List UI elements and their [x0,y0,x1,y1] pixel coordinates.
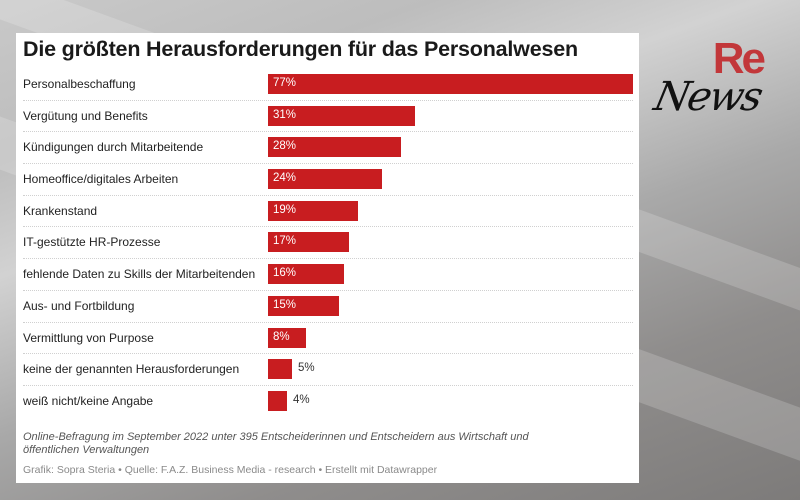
category-label: Krankenstand [23,203,98,218]
value-label: 15% [273,298,297,311]
bar: 24% [268,169,382,190]
bar: 8% [268,327,306,348]
chart-byline: Grafik: Sopra Steria • Quelle: F.A.Z. Bu… [23,464,438,476]
value-label: 31% [273,108,297,121]
bar: 28% [268,137,401,158]
bar: 15% [268,295,339,316]
bar: 77% [268,74,633,94]
bar: 31% [268,105,415,126]
chart-note: Online-Befragung im September 2022 unter… [23,431,529,456]
value-label: 5% [298,362,315,375]
bar-row: weiß nicht/keine Angabe 4% [23,386,633,418]
category-label: weiß nicht/keine Angabe [23,393,154,408]
value-label: 8% [273,330,290,343]
value-label: 28% [273,140,297,153]
bar-row: fehlende Daten zu Skills der Mitarbeiten… [23,259,633,291]
category-label: IT-gestützte HR-Prozesse [23,235,161,250]
bar-row: Vermittlung von Purpose 8% [23,323,633,355]
chart-title: Die größten Herausforderungen für das Pe… [23,37,578,61]
bar-row: Vergütung und Benefits 31% [23,101,633,133]
chart-card: Die größten Herausforderungen für das Pe… [16,33,639,483]
bar: 17% [268,232,349,253]
bar-row: Kündigungen durch Mitarbeitende 28% [23,132,633,165]
bar [268,390,287,411]
bar: 16% [268,264,344,285]
category-label: Vergütung und Benefits [23,108,148,123]
category-label: Vermittlung von Purpose [23,330,154,345]
bar-row: Krankenstand 19% [23,196,633,228]
category-label: Aus- und Fortbildung [23,298,135,313]
bar-chart: Personalbeschaffung 77% Vergütung und Bene… [23,69,633,418]
bar-row: Personalbeschaffung 77% [23,69,633,101]
value-label: 77% [273,77,297,89]
bar-row: Homeoffice/digitales Arbeiten 24% [23,164,633,196]
category-label: Personalbeschaffung [23,77,136,91]
category-label: Kündigungen durch Mitarbeitende [23,140,204,155]
renews-logo: Re News [650,28,775,128]
category-label: fehlende Daten zu Skills der Mitarbeiten… [23,267,256,282]
bar [268,359,292,380]
bar-row: IT-gestützte HR-Prozesse 17% [23,227,633,260]
value-label: 17% [273,235,297,248]
bar-row: keine der genannten Herausforderungen 5% [23,354,633,386]
category-label: keine der genannten Herausforderungen [23,362,240,377]
value-label: 24% [273,172,297,185]
logo-news: News [650,74,766,120]
logo-re: Re [712,34,766,83]
value-label: 4% [293,393,310,406]
bar: 19% [268,200,358,221]
value-label: 16% [273,267,297,280]
bar-row: Aus- und Fortbildung 15% [23,291,633,323]
category-label: Homeoffice/digitales Arbeiten [23,172,179,187]
value-label: 19% [273,203,297,216]
